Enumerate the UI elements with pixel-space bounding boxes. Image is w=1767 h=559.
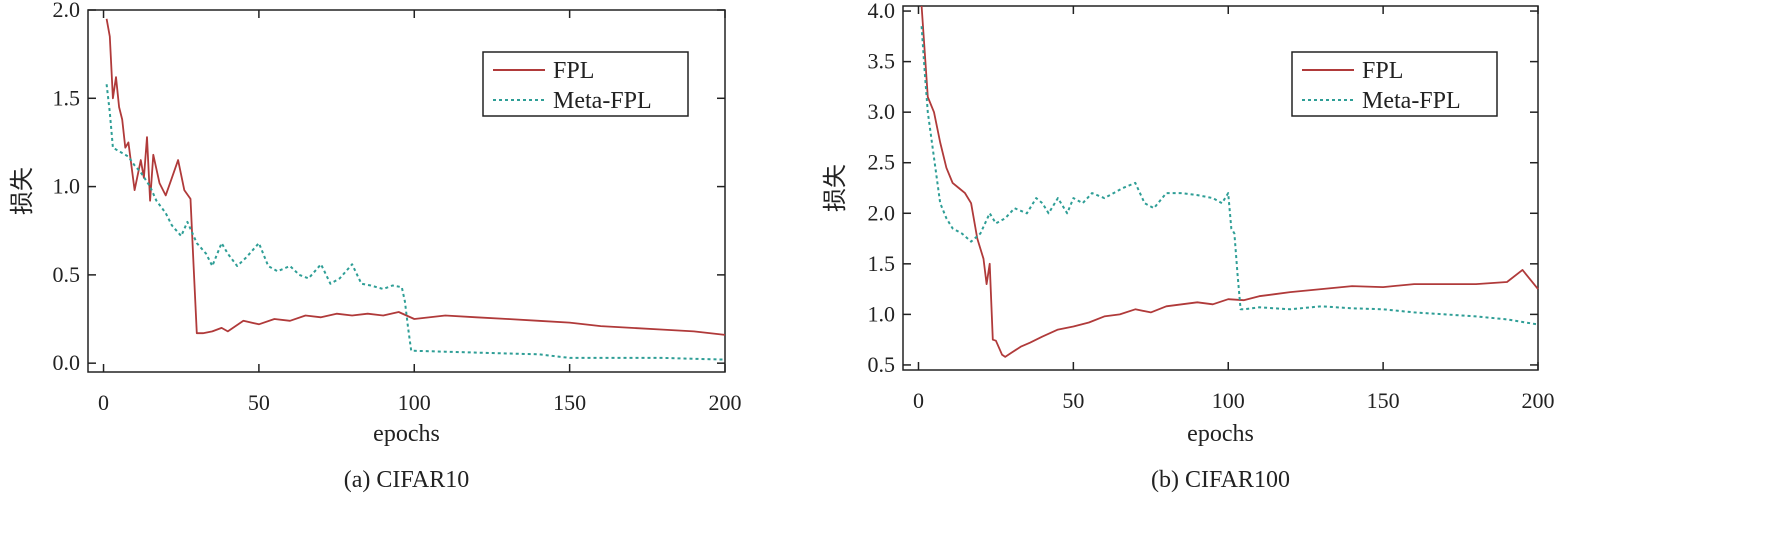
x-tick-label: 200 [1522,388,1555,413]
y-axis-label: 损失 [9,167,36,215]
panel-cifar100: 0.5 1.0 1.5 2.0 2.5 3.0 3.5 4.0 0 50 100 150 200 FP… [822,0,1555,493]
panel-caption: (b) CIFAR100 [1151,467,1290,493]
y-axis-ticks: 0.5 1.0 1.5 2.0 2.5 3.0 3.5 4.0 [868,0,1538,377]
series-line-fpl [920,5,1539,358]
y-tick-label: 2.0 [53,0,81,22]
x-tick-label: 0 [913,388,924,413]
legend-box [482,51,689,117]
x-tick-label: 0 [98,390,109,415]
y-axis-label: 损失 [822,164,849,212]
series-line-meta-fpl [105,84,726,361]
y-tick-label: 2.5 [868,150,896,175]
y-tick-label: 0.5 [53,262,81,287]
y-tick-label: 0.0 [53,350,81,375]
legend-label-fpl: FPL [553,58,594,84]
panel-caption: (a) CIFAR10 [344,467,470,493]
y-axis-ticks: 0.0 0.5 1.0 1.5 2.0 [53,0,725,375]
legend-label-meta-fpl: Meta-FPL [1362,88,1461,114]
x-tick-label: 200 [709,390,742,415]
y-tick-label: 3.5 [868,49,896,74]
series-layer [105,18,726,361]
series-line-meta-fpl [920,26,1539,326]
x-tick-label: 100 [398,390,431,415]
legend-label-fpl: FPL [1362,58,1403,84]
x-axis-ticks: 0 50 100 150 200 [98,10,742,415]
y-tick-label: 2.0 [868,200,896,225]
y-tick-label: 3.0 [868,99,896,124]
x-axis-ticks: 0 50 100 150 200 [913,6,1555,413]
y-tick-label: 1.5 [53,85,81,110]
x-tick-label: 50 [1062,388,1084,413]
y-tick-label: 1.5 [868,251,896,276]
x-axis-label: epochs [1187,421,1254,447]
plot-frame [87,9,726,373]
x-tick-label: 100 [1212,388,1245,413]
legend-box [1291,51,1498,117]
plot-frame [902,5,1539,371]
x-axis-label: epochs [373,421,440,447]
x-tick-label: 150 [1367,388,1400,413]
legend: FPL Meta-FPL [1291,51,1498,117]
y-tick-label: 0.5 [868,352,896,377]
y-tick-label: 1.0 [868,301,896,326]
y-tick-label: 4.0 [868,0,896,23]
x-tick-label: 150 [553,390,586,415]
x-tick-label: 50 [248,390,270,415]
y-tick-label: 1.0 [53,174,81,199]
legend: FPL Meta-FPL [482,51,689,117]
legend-label-meta-fpl: Meta-FPL [553,88,652,114]
panel-cifar10: 0.0 0.5 1.0 1.5 2.0 0 50 100 150 200 FPL Meta-FP… [9,0,742,493]
series-layer [920,5,1539,358]
series-line-fpl [105,18,726,336]
